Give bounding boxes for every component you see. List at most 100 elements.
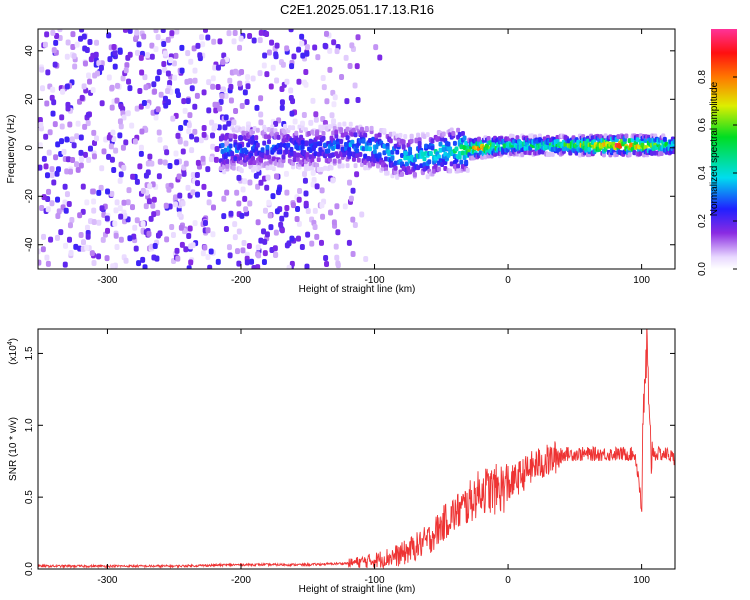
heatmap-cell [555,135,560,141]
heatmap-cell [484,143,489,149]
heatmap-cell [147,183,153,190]
heatmap-cell [99,165,105,172]
figure-title: C2E1.2025.051.17.13.R16 [280,2,434,17]
heatmap-cell [44,31,50,38]
heatmap-cell [118,213,124,220]
heatmap-cell [96,253,102,260]
heatmap-cell [79,29,85,33]
heatmap-cell [624,133,629,139]
heatmap-cell [268,83,274,90]
heatmap-cell [113,232,119,239]
heatmap-cell [363,256,369,263]
heatmap-cell [82,151,88,158]
heatmap-cell [239,103,245,110]
heatmap-cell [267,139,272,145]
heatmap-cell [64,136,70,143]
heatmap-cell [292,118,298,125]
heatmap-cell [50,110,56,117]
heatmap-cell [264,184,270,191]
heatmap-cell [279,227,285,234]
heatmap-cell [114,97,120,104]
heatmap-cell [315,54,321,61]
heatmap-cell [318,239,324,246]
heatmap-cell [98,64,104,71]
heatmap-cell [210,132,216,139]
heatmap-cell [571,135,576,141]
heatmap-cell [177,138,183,145]
heatmap-cell [320,75,326,82]
heatmap-cell [161,60,167,67]
heatmap-cell [234,189,240,196]
heatmap-cell [353,132,358,138]
heatmap-cell [352,82,358,89]
y-scale-label: (x104) [7,338,19,365]
heatmap-cell [163,202,169,209]
heatmap-cell [430,138,435,144]
heatmap-cell [566,138,571,144]
heatmap-cell [220,58,226,65]
heatmap-cell [510,133,515,139]
heatmap-cell [55,196,61,203]
heatmap-cell [140,256,146,263]
heatmap-cell [331,219,337,226]
heatmap-cell [337,163,342,169]
heatmap-cell [46,149,52,156]
heatmap-cell [110,263,116,269]
heatmap-cell [335,144,340,150]
heatmap-cell [99,100,105,107]
heatmap-cell [98,184,104,191]
heatmap-cell [184,78,190,85]
heatmap-cell [247,200,253,207]
heatmap-cell [255,183,261,190]
heatmap-cell [284,45,290,52]
heatmap-cell [323,30,329,37]
heatmap-cell [422,133,427,139]
heatmap-cell [223,154,228,160]
heatmap-cell [528,150,533,156]
heatmap-cell [251,156,256,162]
heatmap-cell [373,44,379,51]
colorbar-label: Normalized spectral amplitude [709,81,720,216]
y-tick-label: 20 [24,93,35,105]
heatmap-cell [199,34,205,41]
heatmap-cell [323,255,329,262]
heatmap-cell [433,155,438,161]
heatmap-cell [216,124,222,131]
heatmap-cell [483,154,488,160]
heatmap-cell [141,100,147,107]
heatmap-cell [598,134,603,140]
heatmap-cell [58,229,64,236]
heatmap-cell [172,74,178,81]
heatmap-cell [337,122,342,128]
heatmap-cell [629,142,634,148]
heatmap-cell [242,89,248,96]
heatmap-cell [331,152,336,158]
heatmap-cell [200,155,206,162]
heatmap-cell [117,177,123,184]
heatmap-cell [316,157,321,163]
heatmap-cell [382,128,387,134]
heatmap-cell [312,44,318,51]
heatmap-cell [371,136,376,142]
heatmap-cell [162,66,168,73]
heatmap-cell [247,138,252,144]
heatmap-cell [335,262,341,269]
heatmap-cell [318,141,323,147]
heatmap-cell [295,152,300,158]
heatmap-cell [110,129,116,136]
heatmap-cell [179,67,185,74]
heatmap-cell [577,152,582,158]
heatmap-cell [459,159,464,165]
heatmap-cell [347,146,352,152]
heatmap-cell [273,53,279,60]
y-tick-label: -40 [24,237,35,252]
heatmap-cell [358,138,363,144]
heatmap-cell [452,140,457,146]
heatmap-cell [185,184,191,191]
heatmap-cell [213,156,219,163]
heatmap-cell [279,99,285,106]
heatmap-cell [465,167,470,173]
heatmap-cell [44,172,50,179]
heatmap-cell [77,212,83,219]
